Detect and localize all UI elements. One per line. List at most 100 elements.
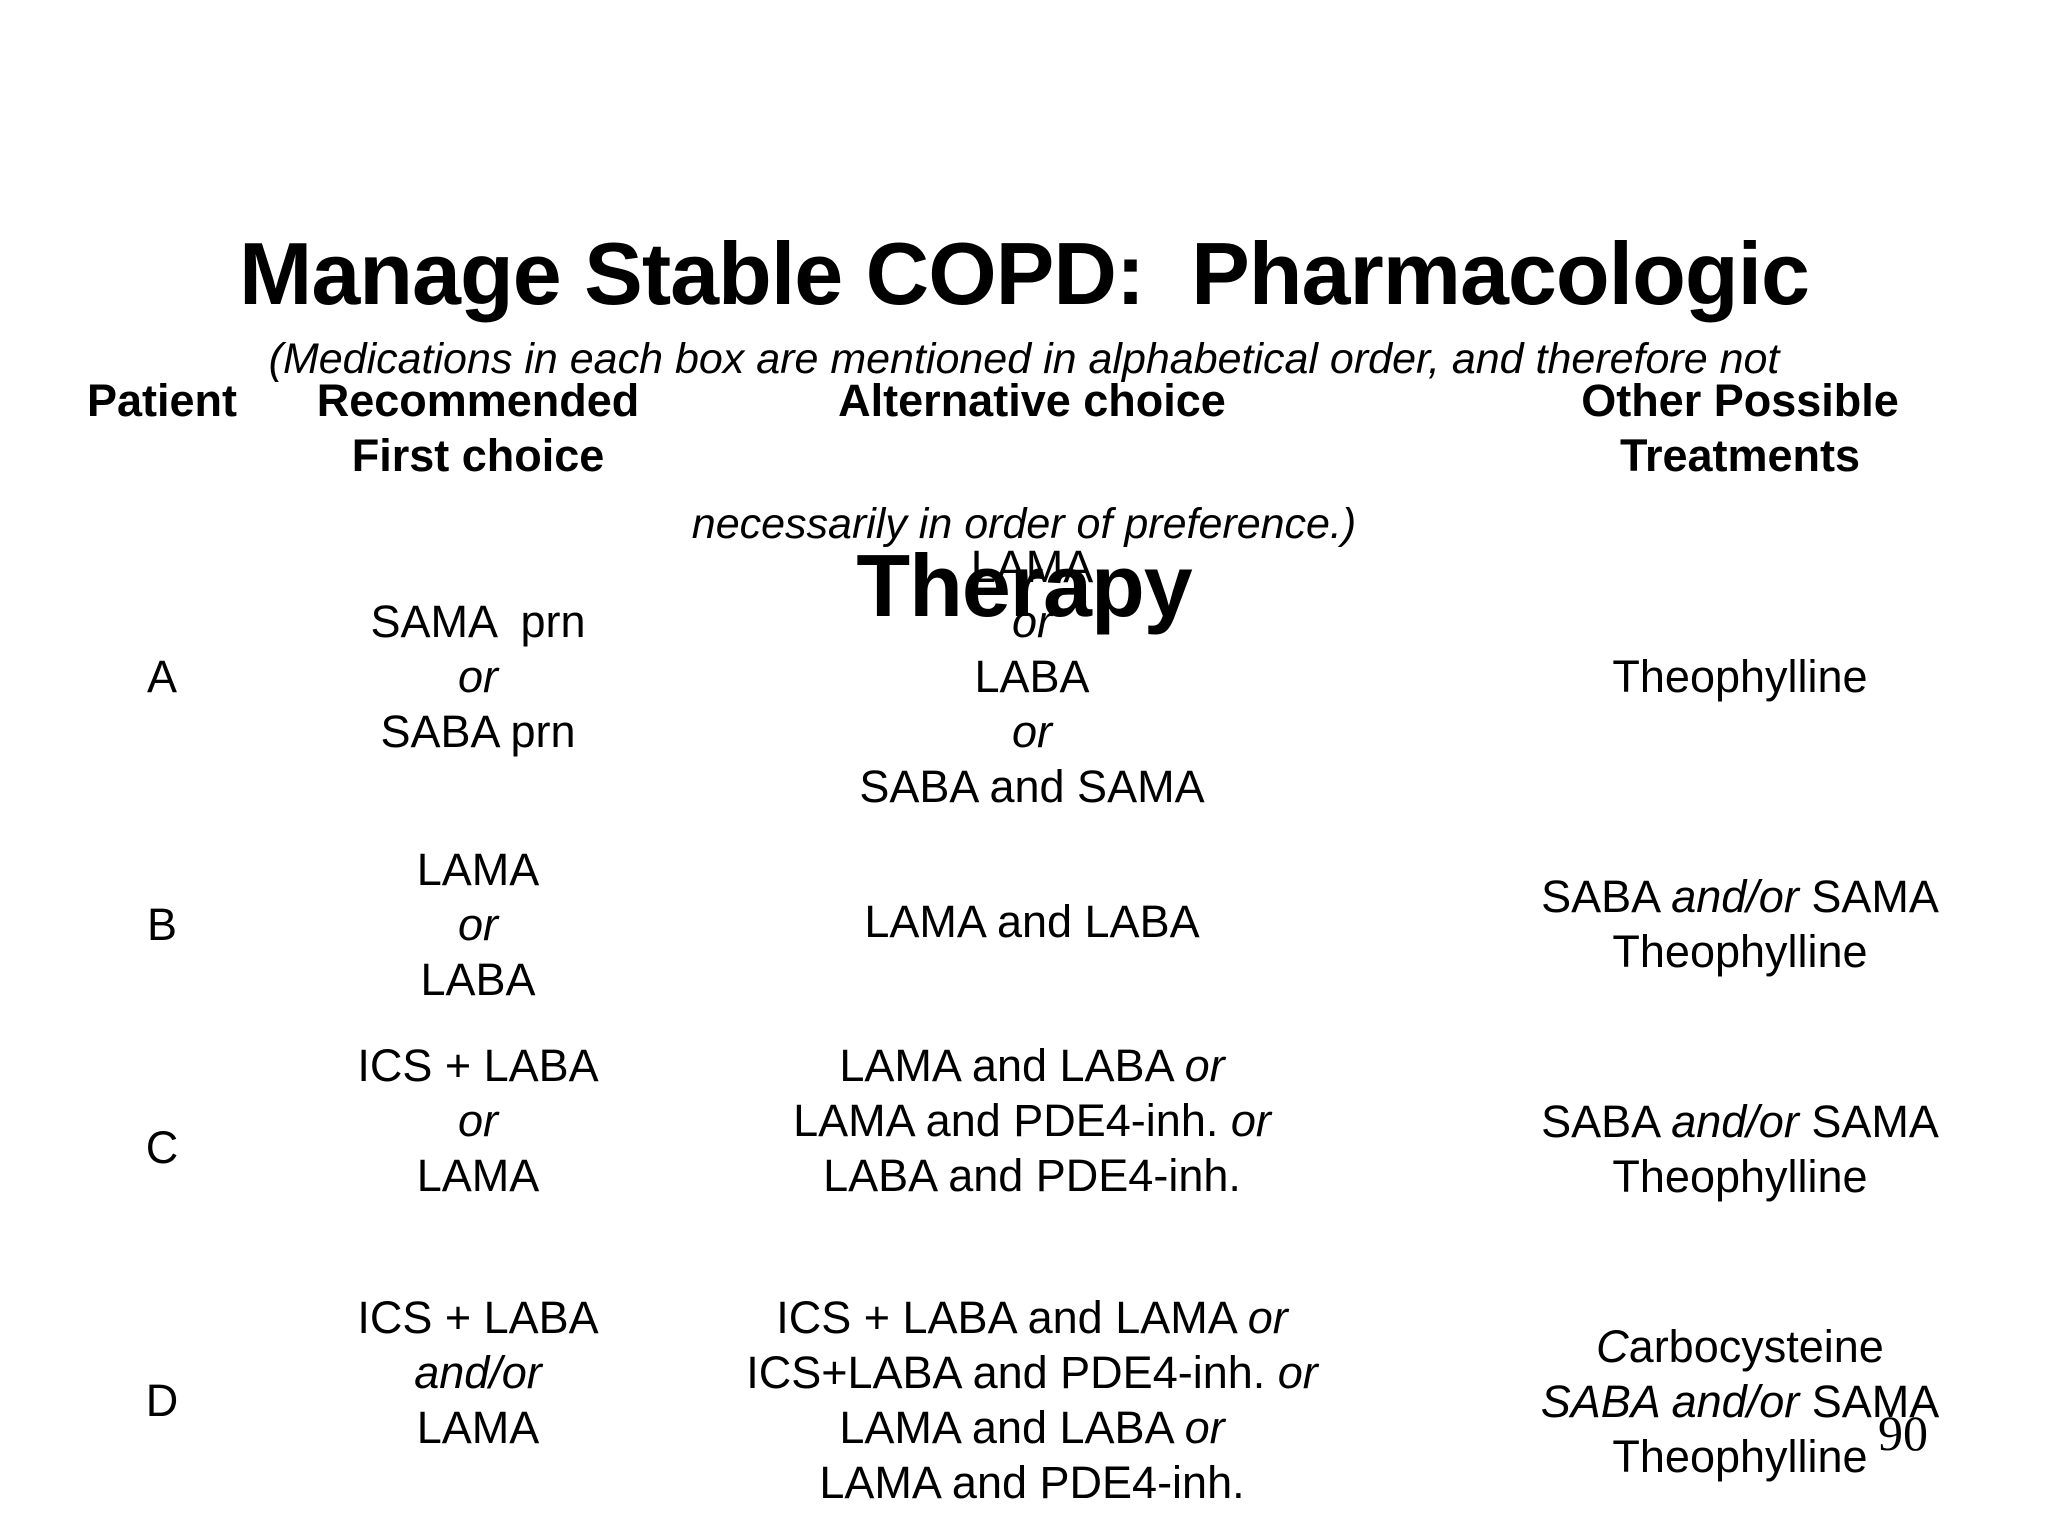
patient-cell-a: A — [146, 651, 177, 702]
text-segment: or — [457, 1095, 498, 1146]
text-segment: LAMA and LABA — [839, 1402, 1185, 1453]
cell-line: LABA — [288, 952, 668, 1007]
page-number: 90 — [1878, 1405, 1928, 1461]
cell-line: LAMA — [288, 1148, 668, 1203]
text-segment: or — [1247, 1292, 1288, 1343]
other-treatments-cell-b: SABA and/or SAMA Theophylline — [1412, 869, 2048, 979]
cell-line: LABA and PDE4-inh. — [660, 1148, 1404, 1203]
cell-line: Patient — [86, 375, 238, 426]
text-segment: and/or — [1671, 1096, 1799, 1147]
column-header-alternative: Alternative choice — [660, 373, 1404, 428]
text-segment: or — [1184, 1402, 1225, 1453]
first-choice-cell-c: ICS + LABA or LAMA — [288, 1038, 668, 1203]
cell-line: ICS + LABA — [288, 1038, 668, 1093]
slide-subtitle-line2: necessarily in order of preference.) — [691, 500, 1357, 548]
cell-line: or — [660, 594, 1404, 649]
text-segment: LAMA and PDE4-inh. — [793, 1095, 1231, 1146]
cell-line: SABA and SAMA — [660, 759, 1404, 814]
cell-line: SABA and/or SAMA — [1412, 1374, 2048, 1429]
slide-subtitle: (Medications in each box are mentioned i… — [0, 222, 2048, 662]
cell-line: Carbocysteine — [1412, 1319, 2048, 1374]
cell-line: SABA and/or SAMA — [1412, 869, 2048, 924]
first-choice-cell-d: ICS + LABA and/or LAMA — [288, 1290, 668, 1455]
alternative-cell-d: ICS + LABA and LAMA or ICS+LABA and PDE4-… — [660, 1290, 1404, 1510]
cell-line: SABA and/or SAMA — [1412, 1094, 2048, 1149]
text-segment: SABA — [1541, 1096, 1672, 1147]
other-treatments-cell-d: Carbocysteine SABA and/or SAMA Theophyllin… — [1412, 1319, 2048, 1484]
text-segment: LAMA and PDE4-inh. — [819, 1457, 1245, 1508]
alternative-cell-c: LAMA and LABA or LAMA and PDE4-inh. or LAB… — [660, 1038, 1404, 1203]
text-segment: SABA — [1541, 871, 1672, 922]
text-segment: or — [1277, 1347, 1318, 1398]
text-segment: ICS + LABA — [357, 1292, 599, 1343]
cell-line: First choice — [351, 430, 605, 481]
text-segment: LAMA — [416, 844, 540, 895]
cell-line: Treatments — [1619, 430, 1861, 481]
text-segment: or — [457, 651, 498, 702]
cell-line: Theophylline — [1412, 924, 2048, 979]
slide-title-line1: Manage Stable COPD: Pharmacologic — [239, 224, 1810, 323]
cell-line: ICS + LABA — [288, 1290, 668, 1345]
text-segment: ICS+LABA and PDE4-inh. — [746, 1347, 1278, 1398]
cell-line: ICS + LABA and LAMA or — [660, 1290, 1404, 1345]
text-segment: LAMA and LABA — [839, 1040, 1185, 1091]
patient-cell-b: B — [146, 899, 177, 950]
cell-line: LAMA and LABA or — [660, 1038, 1404, 1093]
text-segment: Theophylline — [1612, 1431, 1868, 1482]
cell-line: SAMA prn — [288, 594, 668, 649]
cell-line: Other Possible — [1581, 375, 1899, 426]
cell-line: LAMA and PDE4-inh. — [660, 1455, 1404, 1510]
other-treatments-cell-a: Theophylline — [1412, 649, 2048, 704]
alternative-cell-a: LAMA or LABA or SABA and SAMA — [660, 539, 1404, 814]
cell-line: ICS+LABA and PDE4-inh. or — [660, 1345, 1404, 1400]
text-segment: Theophylline — [1612, 1151, 1868, 1202]
column-header-patient: Patient — [42, 373, 282, 428]
text-segment: SABA prn — [380, 706, 576, 757]
cell-line: Recommended — [316, 375, 640, 426]
text-segment: Theophylline — [1612, 926, 1868, 977]
text-segment: SAMA — [1798, 871, 1939, 922]
column-header-first-choice: Recommended First choice — [288, 373, 668, 483]
text-segment: LABA — [974, 651, 1090, 702]
cell-line: LAMA — [288, 842, 668, 897]
first-choice-cell-a: SAMA prn or SABA prn — [288, 594, 668, 759]
cell-line: or — [288, 1093, 668, 1148]
cell-line: LAMA — [660, 539, 1404, 594]
text-segment: C — [1596, 1321, 1629, 1372]
alternative-cell-b: LAMA and LABA — [660, 894, 1404, 949]
text-segment: or — [1011, 706, 1052, 757]
column-header-other: Other Possible Treatments — [1412, 373, 2048, 483]
cell-line: LAMA and LABA or — [660, 1400, 1404, 1455]
text-segment: SAMA — [1798, 1096, 1939, 1147]
text-segment: SABA and/or — [1540, 1376, 1800, 1427]
cell-line: SABA prn — [288, 704, 668, 759]
cell-line: Theophylline — [1412, 649, 2048, 704]
text-segment: SABA and SAMA — [859, 761, 1205, 812]
text-segment: LAMA — [416, 1150, 540, 1201]
text-segment: or — [457, 899, 498, 950]
first-choice-cell-b: LAMA or LABA — [288, 842, 668, 1007]
cell-line: LAMA and PDE4-inh. or — [660, 1093, 1404, 1148]
cell-line: or — [288, 897, 668, 952]
slide-title: Manage Stable COPD: Pharmacologic Therap… — [0, 14, 2048, 846]
text-segment: SAMA prn — [370, 596, 586, 647]
cell-line: LABA — [660, 649, 1404, 704]
cell-line: Theophylline — [1412, 1429, 2048, 1484]
text-segment: and/or — [1671, 871, 1799, 922]
text-segment: or — [1184, 1040, 1225, 1091]
cell-line: or — [660, 704, 1404, 759]
text-segment: Theophylline — [1612, 651, 1868, 702]
cell-line: Alternative choice — [838, 375, 1226, 426]
text-segment: LAMA and LABA — [864, 896, 1200, 947]
patient-cell-d: D — [145, 1375, 179, 1426]
text-segment: ICS + LABA and LAMA — [776, 1292, 1248, 1343]
cell-line: Theophylline — [1412, 1149, 2048, 1204]
text-segment: LAMA — [970, 541, 1094, 592]
text-segment: arbocysteine — [1628, 1321, 1884, 1372]
text-segment: or — [1011, 596, 1052, 647]
text-segment: LABA and PDE4-inh. — [823, 1150, 1241, 1201]
cell-line: LAMA — [288, 1400, 668, 1455]
cell-line: or — [288, 649, 668, 704]
cell-line: LAMA and LABA — [660, 894, 1404, 949]
